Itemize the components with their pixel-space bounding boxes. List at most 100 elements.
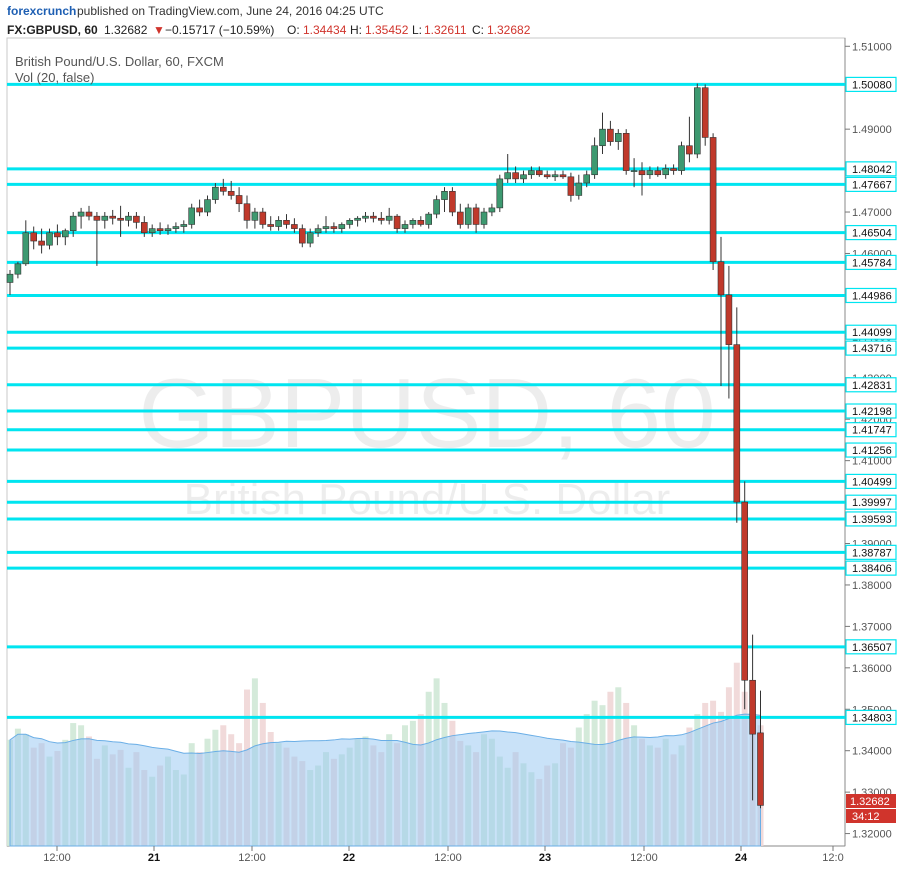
candle-up (464, 207, 472, 225)
candles-layer (6, 83, 764, 809)
y-tick-label: 1.39000 (852, 539, 892, 551)
volume-bar (204, 738, 211, 846)
candle-down (30, 232, 38, 242)
volume-bar (54, 751, 61, 846)
level-label-text: 1.38406 (852, 563, 892, 575)
candle-up (630, 170, 638, 172)
last-price: 1.32682 (104, 23, 148, 37)
level-label-box (845, 709, 897, 726)
volume-bar (109, 754, 116, 846)
volume-bar (338, 754, 345, 846)
x-tick-label: 23 (539, 852, 551, 864)
volume-bar (228, 734, 235, 846)
candle-up (591, 145, 598, 176)
candle-up (496, 178, 504, 209)
symbol-label[interactable]: FX:GBPUSD, 60 (7, 23, 98, 37)
candle-up (77, 211, 85, 217)
volume-bar (702, 702, 709, 846)
volume-bar (488, 738, 495, 846)
candle-up (409, 220, 417, 225)
level-label-text: 1.48042 (852, 164, 892, 176)
volume-bar (520, 763, 527, 846)
volume-bar (694, 714, 701, 846)
candle-up (488, 207, 496, 213)
legend-title: British Pound/U.S. Dollar, 60, FXCM (15, 54, 224, 69)
volume-bar (330, 758, 337, 846)
close-value: 1.32682 (487, 23, 531, 37)
time-axis: 12:00 21 12:00 22 12:00 23 12:00 24 12:0 (43, 846, 844, 864)
countdown-text: 34:12 (852, 811, 880, 823)
volume-bar (725, 687, 732, 846)
candle-up (401, 224, 409, 229)
candle-down (227, 191, 235, 196)
y-tick-label: 1.47000 (852, 207, 892, 219)
level-label-box (845, 639, 897, 655)
candle-up (322, 226, 330, 229)
high-value: 1.35452 (365, 23, 409, 37)
level-label-text: 1.42198 (852, 406, 892, 418)
volume-bar (133, 752, 140, 846)
volume-bar (662, 738, 669, 846)
level-label-text: 1.41747 (852, 425, 892, 437)
volume-bar (236, 743, 243, 846)
open-label: O: (287, 23, 300, 37)
level-label-box (845, 287, 897, 304)
level-label-text: 1.39997 (852, 497, 892, 509)
candle-down (757, 732, 764, 806)
volume-bar (528, 772, 535, 846)
watermark-symbol: GBPUSD, 60 (138, 358, 715, 468)
volume-bar (370, 745, 377, 846)
candle-down (709, 137, 717, 263)
candle-up (306, 232, 314, 244)
volume-bar (481, 734, 487, 846)
volume-ma-area (9, 713, 761, 847)
candle-down (267, 224, 275, 227)
level-label-text: 1.43716 (852, 343, 892, 355)
y-tick-label: 1.34000 (852, 746, 892, 758)
candle-down (686, 145, 693, 155)
volume-bar (125, 767, 132, 846)
level-label-box (845, 176, 897, 192)
y-tick-label: 1.36000 (852, 663, 892, 675)
candle-down (109, 215, 116, 219)
candle-down (607, 128, 614, 142)
volume-bar (623, 702, 630, 846)
y-tick-label: 1.33000 (852, 787, 892, 799)
volume-bar (433, 678, 440, 846)
volume-bar (101, 745, 108, 846)
volume-bar (386, 734, 393, 846)
volume-bar (188, 743, 195, 846)
candle-down (733, 344, 741, 503)
candle-down (259, 211, 267, 225)
volume-bar (172, 770, 179, 846)
candle-up (275, 220, 282, 227)
brand-link[interactable]: forexcrunch (7, 4, 77, 18)
y-tick-label: 1.32000 (852, 829, 892, 841)
volume-bar (141, 770, 148, 846)
x-tick-label: 21 (148, 852, 160, 864)
down-arrow-icon: ▼ (153, 23, 165, 37)
candle-down (670, 168, 677, 171)
candle-up (314, 228, 322, 234)
volume-bar (180, 774, 187, 846)
candle-down (717, 261, 725, 296)
volume-bar (417, 714, 424, 846)
candle-up (441, 191, 448, 200)
level-label-text: 1.45784 (852, 257, 892, 269)
level-label-text: 1.36507 (852, 642, 892, 654)
level-label-text: 1.41256 (852, 445, 892, 457)
level-label-text: 1.47667 (852, 179, 892, 191)
candle-down (133, 215, 140, 223)
volume-bar (615, 687, 622, 846)
candle-down (393, 215, 401, 229)
candle-up (188, 207, 195, 225)
candle-down (235, 195, 243, 205)
volume-bar (425, 691, 432, 846)
candle-down (330, 226, 338, 229)
level-label-box (845, 340, 897, 356)
candle-up (599, 128, 606, 147)
watermark-description: British Pound/U.S. Dollar (184, 475, 671, 524)
volume-bar (757, 725, 764, 846)
candle-down (196, 207, 203, 213)
